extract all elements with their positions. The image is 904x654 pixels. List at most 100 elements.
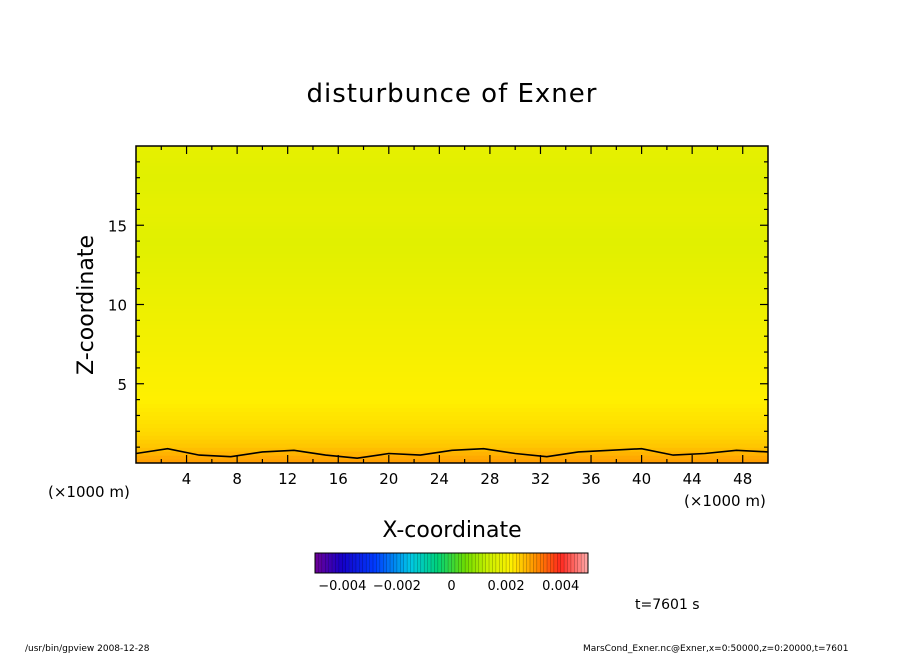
y-tick-label: 15	[108, 217, 127, 235]
field-band	[136, 280, 768, 286]
field-band	[136, 367, 768, 373]
field-band	[136, 233, 768, 238]
colorbar-cell	[519, 553, 524, 573]
field-band	[136, 276, 768, 282]
field-band	[136, 340, 768, 345]
x-tick-label: 44	[683, 470, 702, 488]
field-band	[136, 296, 768, 302]
colorbar-cell	[482, 553, 486, 573]
colorbar-cell	[441, 553, 445, 573]
colorbar-cell	[547, 553, 551, 573]
colorbar-cell	[342, 553, 347, 573]
field-band	[136, 411, 768, 417]
footer-right: MarsCond_Exner.nc@Exner,x=0:50000,z=0:20…	[583, 644, 848, 654]
field-band	[136, 205, 768, 210]
colorbar-cell	[540, 553, 544, 573]
field-band	[136, 245, 768, 250]
field-band	[136, 419, 768, 424]
colorbar-cell	[352, 553, 357, 573]
x-tick-label: 36	[581, 470, 600, 488]
field-band	[136, 229, 768, 234]
colorbar-cell	[417, 553, 422, 573]
field-band	[136, 383, 768, 389]
colorbar-tick-label: 0	[447, 579, 455, 594]
field-band	[136, 415, 768, 421]
colorbar-cell	[550, 553, 555, 573]
field-band	[136, 260, 768, 266]
colorbar-cell	[318, 553, 323, 573]
field-band	[136, 217, 768, 222]
field-band	[136, 348, 768, 353]
colorbar-cell	[431, 553, 435, 573]
field-band	[136, 403, 768, 409]
colorbar-cell	[362, 553, 367, 573]
colorbar-cell	[332, 553, 336, 573]
field-band	[136, 455, 768, 460]
field-band	[136, 173, 768, 179]
chart-title: disturbunce of Exner	[307, 79, 598, 109]
colorbar-cell	[349, 553, 353, 573]
colorbar-cell	[516, 553, 521, 573]
field-band	[136, 300, 768, 306]
field-band	[136, 375, 768, 381]
colorbar-cell	[536, 553, 541, 573]
field-band	[136, 169, 768, 175]
field-band	[136, 197, 768, 203]
colorbar-cell	[321, 553, 326, 573]
colorbar-cell	[366, 553, 370, 573]
y-axis: 5 10 15	[108, 161, 768, 448]
colorbar-tick-label: 0.004	[542, 579, 579, 594]
field-band	[136, 344, 768, 349]
colorbar-cell	[338, 553, 343, 573]
x-tick-label: 32	[531, 470, 550, 488]
colorbar-cell	[564, 553, 568, 573]
colorbar-cell	[499, 553, 503, 573]
colorbar-cell	[478, 553, 483, 573]
field-band	[136, 320, 768, 325]
colorbar-cell	[325, 553, 329, 573]
field-band	[136, 221, 768, 226]
colorbar-cell	[468, 553, 473, 573]
y-axis-label: Z-coordinate	[74, 235, 99, 375]
colorbar	[314, 553, 589, 573]
colorbar-cell	[574, 553, 579, 573]
field-band	[136, 352, 768, 357]
field-band	[136, 395, 768, 401]
colorbar-cell	[526, 553, 531, 573]
field-band	[136, 359, 768, 365]
field-band	[136, 189, 768, 195]
colorbar-cell	[427, 553, 432, 573]
x-tick-label: 48	[733, 470, 752, 488]
field-band	[136, 284, 768, 290]
field-band	[136, 407, 768, 413]
colorbar-cell	[413, 553, 418, 573]
field-band	[136, 185, 768, 191]
field-band	[136, 399, 768, 405]
colorbar-tick-label: −0.002	[373, 579, 421, 594]
colorbar-cell	[396, 553, 401, 573]
field-band	[136, 431, 768, 436]
field-band	[136, 379, 768, 385]
colorbar-cell	[523, 553, 527, 573]
colorbar-cell	[529, 553, 534, 573]
colorbar-cell	[577, 553, 582, 573]
field-band	[136, 356, 768, 361]
colorbar-cell	[420, 553, 425, 573]
colorbar-cell	[345, 553, 350, 573]
field-band	[136, 209, 768, 214]
field-band	[136, 336, 768, 341]
colorbar-cell	[557, 553, 561, 573]
field-band	[136, 146, 768, 151]
field-band	[136, 149, 768, 155]
field-band	[136, 423, 768, 428]
colorbar-cell	[454, 553, 459, 573]
zero-contour-line	[136, 447, 768, 460]
colorbar-cell	[465, 553, 469, 573]
x-tick-label: 12	[278, 470, 297, 488]
colorbar-frame	[314, 552, 589, 574]
colorbar-cell	[386, 553, 391, 573]
colorbar-cell	[502, 553, 507, 573]
time-label: t=7601 s	[635, 597, 700, 613]
colorbar-cell	[434, 553, 439, 573]
